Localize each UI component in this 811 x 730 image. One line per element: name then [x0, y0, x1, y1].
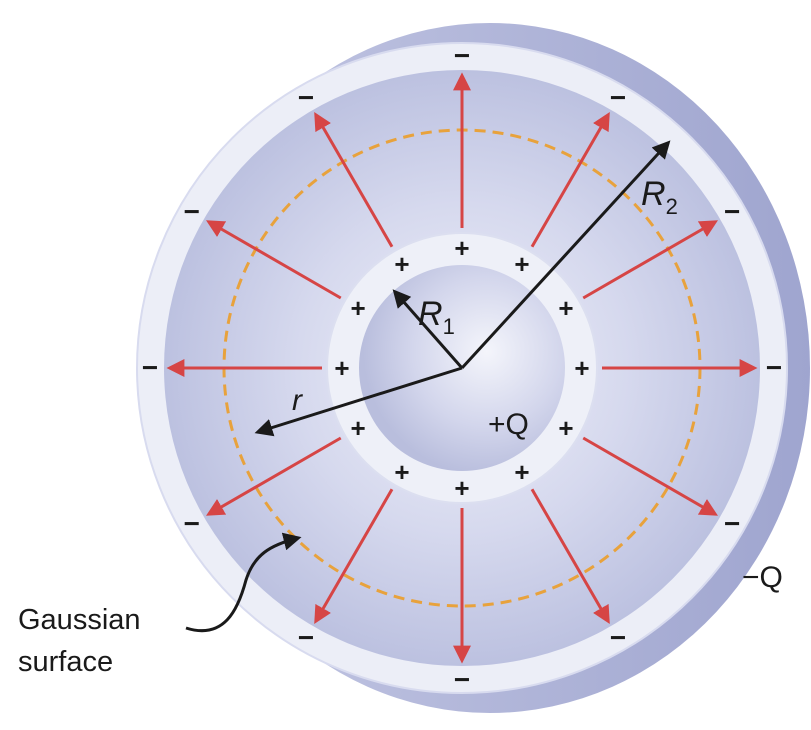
field-arrow [530, 488, 610, 624]
plus-q-label: +Q [488, 408, 529, 441]
plus-charge: + [394, 457, 409, 487]
field-arrow [206, 436, 342, 516]
plus-charge: + [334, 353, 349, 383]
minus-charge: − [184, 508, 200, 539]
minus-charge: − [724, 508, 740, 539]
minus-charge: − [610, 82, 626, 113]
minus-charge: − [184, 196, 200, 227]
field-arrow [314, 112, 394, 248]
r2-label: R2 [641, 175, 678, 219]
minus-charge: − [298, 82, 314, 113]
caption-gaussian: Gaussian [18, 604, 141, 636]
plus-charge: + [454, 473, 469, 503]
field-arrow [314, 488, 394, 624]
caption-surface: surface [18, 646, 114, 678]
curved-arrow-icon [185, 532, 302, 633]
r2-arrow [460, 140, 671, 370]
r1-label: R1 [418, 295, 455, 339]
plus-charge: + [350, 413, 365, 443]
plus-charges: ++++++++++++ [334, 233, 589, 503]
field-arrow [206, 220, 342, 300]
plus-charge: + [574, 353, 589, 383]
minus-charge: − [142, 352, 158, 383]
field-arrow [582, 220, 718, 300]
minus-charges: − − − − − − − − − − − − [142, 40, 782, 695]
field-arrow [530, 112, 610, 248]
minus-charge: − [766, 352, 782, 383]
plus-charge: + [514, 457, 529, 487]
r-arrow [254, 366, 463, 437]
plus-charge: + [454, 233, 469, 263]
minus-charge: − [454, 40, 470, 71]
plus-charge: + [558, 413, 573, 443]
plus-charge: + [350, 293, 365, 323]
minus-charge: − [454, 664, 470, 695]
field-arrows [166, 72, 758, 664]
minus-charge: − [724, 196, 740, 227]
plus-charge: + [394, 249, 409, 279]
field-arrow [582, 436, 718, 516]
plus-charge: + [514, 249, 529, 279]
plus-charge: + [558, 293, 573, 323]
r1-arrow [392, 289, 464, 369]
minus-q-label: −Q [742, 561, 783, 594]
minus-charge: − [298, 622, 314, 653]
r-label: r [292, 384, 303, 417]
minus-charge: − [610, 622, 626, 653]
